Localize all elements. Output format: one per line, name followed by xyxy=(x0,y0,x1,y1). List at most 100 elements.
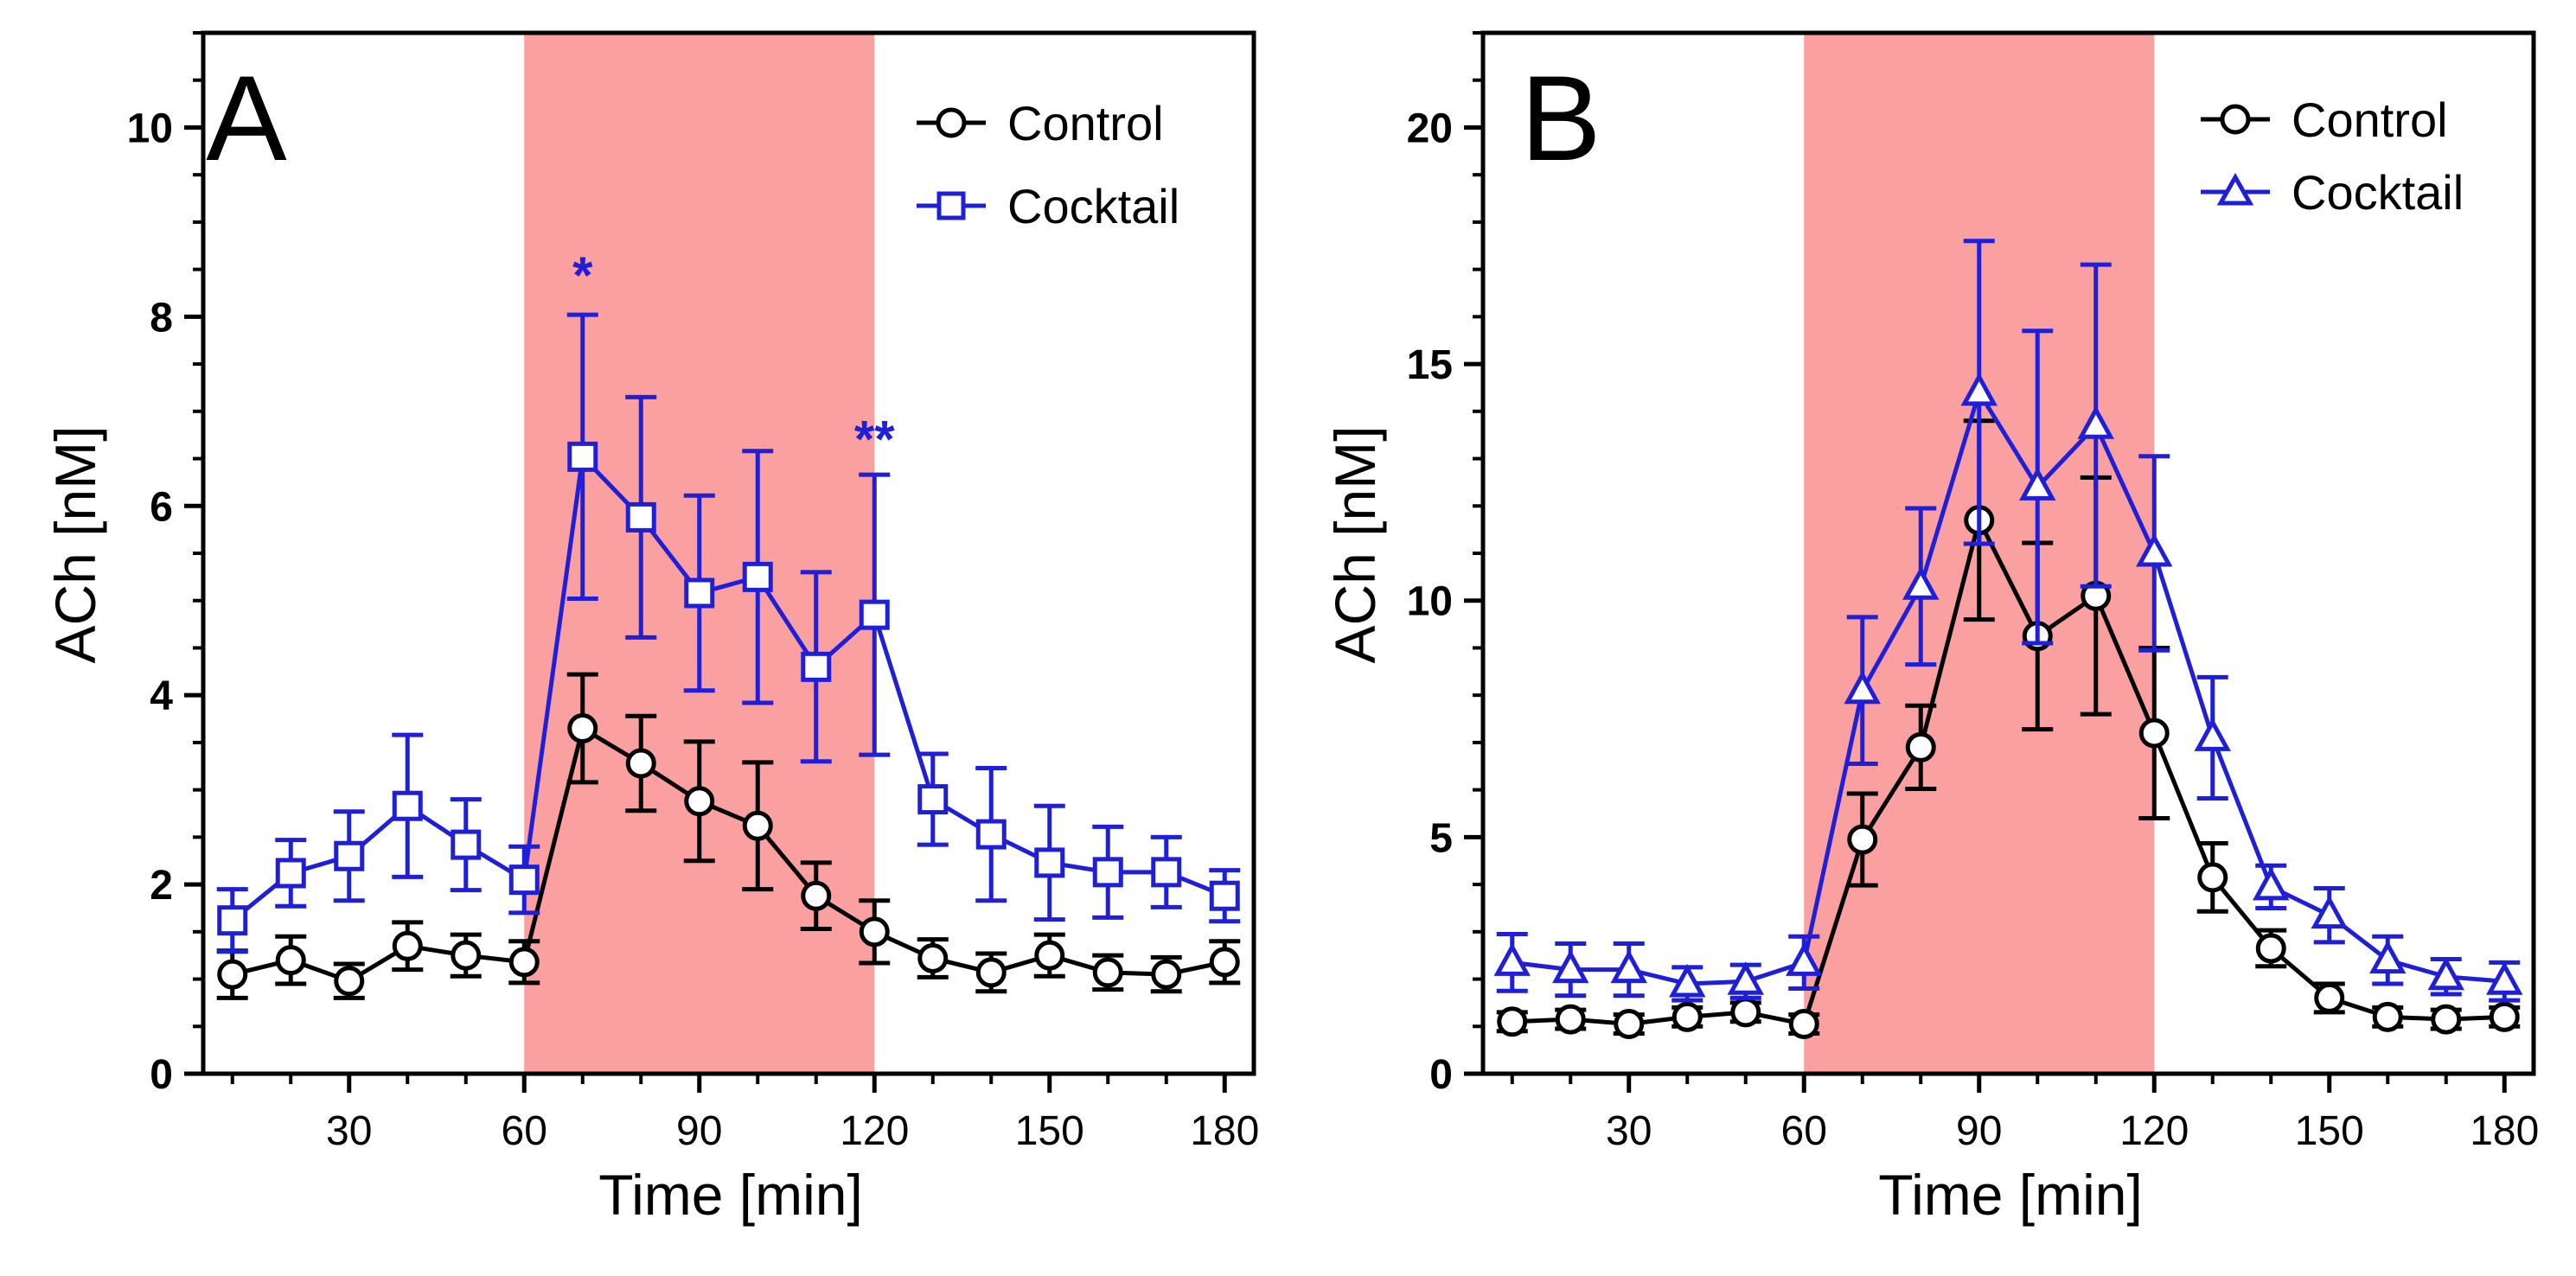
panel-b-control-point xyxy=(2197,862,2228,893)
panel-b-x-tick-label: 150 xyxy=(2295,1108,2364,1154)
panel-a-x-tick-label: 120 xyxy=(840,1108,909,1154)
panel-a-control-point xyxy=(1034,940,1065,971)
panel-b-y-tick-label: 10 xyxy=(1407,579,1453,625)
panel-a-control-point xyxy=(742,810,773,841)
panel-a-cocktail-point xyxy=(917,784,949,815)
panel-b-cocktail-point xyxy=(2194,718,2231,751)
panel-b-y-tick-label: 20 xyxy=(1407,105,1453,151)
panel-b-ticks: 0 5 10 15 20 30 60 90 120 150 180 xyxy=(1407,31,2539,1154)
panel-b-control-point xyxy=(2489,1001,2520,1032)
panel-a-cocktail-point xyxy=(392,790,423,821)
panel-b-cocktail-point xyxy=(1493,942,1531,976)
panel-a-control-point xyxy=(508,947,540,978)
panel-a-cocktail-point xyxy=(1092,857,1123,888)
panel-b-cocktail-point xyxy=(2369,940,2407,974)
panel-b-legend-control-marker xyxy=(2220,104,2251,135)
panel-a-y-tick-label: 8 xyxy=(150,295,173,341)
panel-a-cocktail-point xyxy=(742,561,773,592)
panel-a-cocktail-point xyxy=(684,577,715,609)
panel-a-y-tick-label: 0 xyxy=(150,1052,173,1098)
panel-b-control-point xyxy=(1847,824,1878,855)
panel-a-annotations: *** xyxy=(572,246,895,468)
panel-a-significance-marker: * xyxy=(572,246,593,304)
panel-b-cocktail-point xyxy=(2253,866,2290,901)
panel-b-control-point xyxy=(1497,1006,1528,1037)
panel-a-cocktail-point xyxy=(334,840,365,871)
panel-b-x-axis-label: Time [min] xyxy=(1878,1163,2143,1227)
panel-a-cocktail-point xyxy=(217,905,248,936)
panel-b-control-point xyxy=(2138,718,2170,749)
panel-b-x-tick-label: 90 xyxy=(1956,1108,2002,1154)
panel-a-y-axis-label: ACh [nM] xyxy=(43,425,107,663)
panel-a-x-tick-label: 90 xyxy=(676,1108,722,1154)
panel-b-cocktail-point xyxy=(1786,942,1823,976)
panel-b-cocktail-point xyxy=(2136,533,2173,567)
panel-b-cocktail-point xyxy=(1669,963,1706,998)
panel-b-cocktail-point xyxy=(2486,961,2523,995)
panel-b-frame xyxy=(1480,30,2536,1076)
panel-a-cocktail-point xyxy=(275,858,306,889)
panel-a-x-tick-label: 30 xyxy=(326,1108,372,1154)
panel-b-control-point xyxy=(1555,1004,1586,1035)
panel-b-label: B xyxy=(1520,50,1601,186)
panel-a-label: A xyxy=(206,50,287,186)
panel-a-control-point xyxy=(1092,957,1123,988)
panel-b-cocktail-point xyxy=(1610,949,1647,984)
panel-a-legend: Control Cocktail xyxy=(917,96,1179,233)
panel-b-y-axis-label: ACh [nM] xyxy=(1323,425,1387,663)
panel-a-cocktail-point xyxy=(508,864,540,896)
panel-a-control-point xyxy=(392,930,423,961)
panel-b-control-point xyxy=(2255,933,2286,964)
panel-a-control-point xyxy=(975,957,1007,988)
panel-a-control-point xyxy=(567,712,598,743)
panel-a-control-point xyxy=(1209,947,1240,978)
panel-a-y-tick-label: 10 xyxy=(127,105,173,151)
panel-a-cocktail-point xyxy=(859,599,890,630)
panel-a-control-point xyxy=(334,966,365,997)
panel-b-control-point xyxy=(2431,1004,2462,1035)
panel-b-control-point xyxy=(1614,1009,1645,1040)
panel-b-cocktail-point xyxy=(2311,895,2348,929)
panel-b-x-tick-label: 120 xyxy=(2119,1108,2189,1154)
panel-b-x-tick-label: 60 xyxy=(1781,1108,1827,1154)
panel-a-cocktail-point xyxy=(1151,857,1182,888)
panel-b-x-tick-label: 180 xyxy=(2470,1108,2539,1154)
panel-b-legend-cocktail-marker xyxy=(2216,172,2254,206)
panel-b-cocktail-point xyxy=(1960,372,1998,406)
panel-b-control-point xyxy=(2314,982,2345,1013)
panel-b-y-tick-label: 5 xyxy=(1429,815,1453,861)
panel-a-control-point xyxy=(801,880,832,911)
panel-a-x-tick-label: 150 xyxy=(1015,1108,1084,1154)
panel-a-control-point xyxy=(275,945,306,976)
panel-a-control-point xyxy=(625,748,656,779)
panel-a-legend-cocktail-label: Cocktail xyxy=(1007,179,1179,233)
panel-a-legend-cocktail-marker xyxy=(936,191,966,220)
panel-a-series xyxy=(216,312,1241,1000)
panel-b-control-point xyxy=(1672,1001,1703,1032)
panel-a-cocktail-point xyxy=(451,829,482,860)
panel-a-y-tick-label: 6 xyxy=(150,484,173,530)
panel-b-x-tick-label: 30 xyxy=(1606,1108,1652,1154)
panel-b-cocktail-point xyxy=(1902,566,1940,600)
panel-a-control-point xyxy=(684,786,715,817)
panel-a-significance-marker: ** xyxy=(854,410,895,468)
panel-b-control-point xyxy=(2372,1001,2403,1032)
panel-b-control-point xyxy=(1905,731,1936,762)
panel-b-cocktail-point xyxy=(1727,961,1764,995)
panel-b-legend-cocktail-label: Cocktail xyxy=(2292,165,2464,220)
panel-a-cocktail-point xyxy=(625,501,656,533)
panel-b-legend-control-label: Control xyxy=(2292,93,2448,147)
panel-a-y-tick-label: 2 xyxy=(150,863,173,909)
panel-a-control-point xyxy=(917,942,949,973)
panel-b-y-tick-label: 15 xyxy=(1407,342,1453,388)
panel-b-series xyxy=(1493,239,2523,1040)
panel-a-frame xyxy=(201,30,1256,1076)
panel-a-control-point xyxy=(859,916,890,947)
panel-b-cocktail-point xyxy=(2427,956,2464,991)
panel-a-x-tick-label: 180 xyxy=(1190,1108,1259,1154)
panel-b-control-point xyxy=(1730,997,1761,1028)
panel-b-cocktail-point xyxy=(1552,949,1589,984)
panel-a-y-tick-label: 4 xyxy=(150,673,173,719)
panel-b-control-point xyxy=(1788,1009,1819,1040)
